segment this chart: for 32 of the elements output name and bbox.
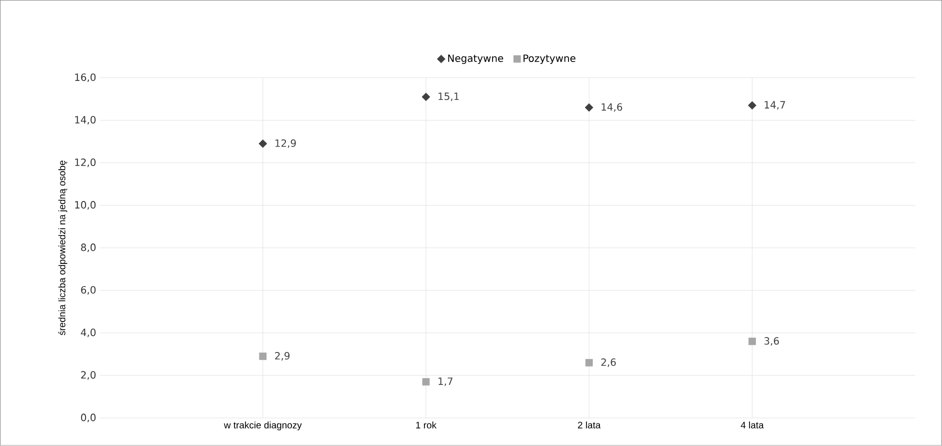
x-tick-label: w trakcie diagnozy	[224, 422, 302, 430]
y-tick-label: 14,0	[75, 116, 96, 125]
point	[259, 352, 267, 360]
point	[258, 140, 268, 148]
y-tick-label: 2,0	[81, 371, 96, 380]
y-tick-label: 4,0	[80, 328, 96, 338]
y-tick-label: 8,0	[81, 244, 96, 252]
point	[585, 359, 593, 367]
data-label: 12,9	[275, 140, 296, 148]
data-label: 2,9	[275, 352, 290, 361]
legend-label: Pozytywne	[524, 54, 576, 64]
y-axis-title: średnia liczba odpowiedzi na jedną osobę	[58, 160, 68, 336]
data-label: 14,7	[764, 101, 786, 110]
data-label: 2,6	[601, 358, 616, 368]
data-label: 14,6	[602, 103, 622, 112]
y-tick-label: 6,0	[81, 286, 96, 295]
x-tick-label: 4 lata	[740, 422, 764, 429]
y-tick-label: 16,0	[75, 74, 96, 82]
point	[422, 378, 430, 386]
x-tick-label: 1 rok	[416, 422, 437, 429]
y-tick-label: 12,0	[75, 158, 96, 168]
legend-label: Negatywne	[448, 54, 504, 64]
x-tick-label: 2 lata	[578, 422, 601, 429]
data-label: 15,1	[438, 92, 459, 102]
y-tick-label: 10,0	[75, 201, 96, 210]
data-label: 1,7	[438, 378, 452, 386]
point	[748, 338, 756, 346]
point	[748, 101, 756, 110]
point	[422, 92, 430, 102]
data-label: 3,6	[764, 337, 779, 346]
y-tick-label: 0,0	[81, 414, 96, 422]
point	[584, 103, 594, 112]
